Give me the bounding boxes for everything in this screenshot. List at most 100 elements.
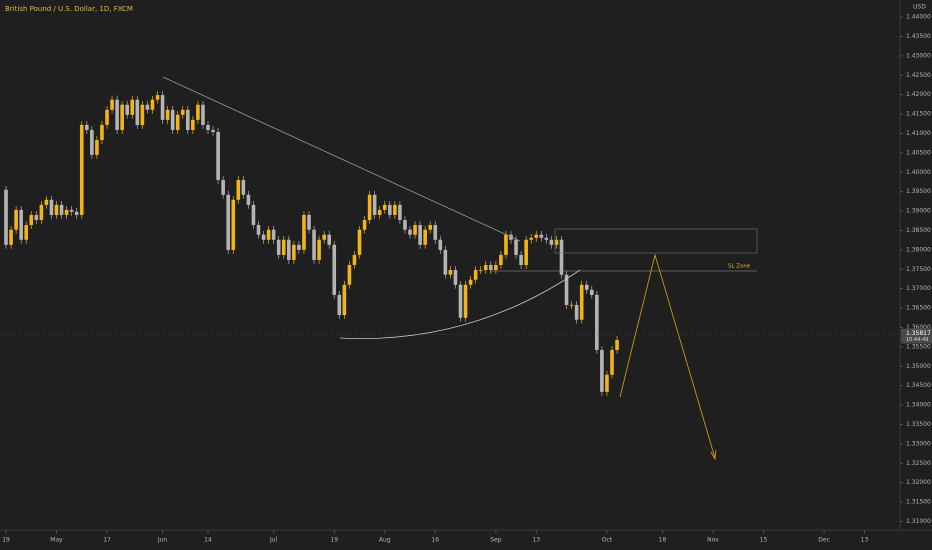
- x-tick-label: 19: [330, 537, 338, 544]
- x-tick-label: Jun: [157, 537, 168, 544]
- candle-body: [155, 95, 160, 100]
- candle-body: [95, 140, 99, 155]
- candle-body: [196, 104, 200, 120]
- candle-body: [564, 274, 569, 305]
- candle-body: [337, 294, 342, 316]
- x-tick-label: 17: [103, 537, 111, 544]
- y-tick-label: 1.39000: [906, 208, 931, 215]
- candle-body: [408, 229, 412, 235]
- y-tick-label: 1.43500: [906, 33, 931, 40]
- candle-body: [34, 214, 39, 220]
- candle-body: [100, 124, 104, 141]
- candle-body: [367, 194, 372, 220]
- y-tick-label: 1.43000: [906, 52, 931, 59]
- candle-body: [170, 109, 175, 130]
- candle-body: [403, 219, 407, 230]
- y-tick-label: 1.39500: [906, 188, 931, 195]
- candle-body: [579, 284, 584, 320]
- candle-body: [24, 225, 29, 240]
- candle-body: [145, 104, 150, 110]
- candle-body: [130, 99, 135, 115]
- candle-body: [494, 265, 498, 271]
- candle-body: [372, 194, 377, 215]
- candle-body: [549, 239, 554, 245]
- drawings: [162, 76, 758, 461]
- candle-body: [175, 114, 180, 130]
- candle-body: [266, 229, 271, 240]
- candle-body: [135, 99, 140, 125]
- candle-body: [201, 104, 205, 125]
- candle-body: [428, 225, 433, 230]
- candle-body: [519, 254, 523, 265]
- y-tick-label: 1.35000: [906, 363, 931, 370]
- last-price-box: [901, 328, 932, 344]
- candle-body: [44, 199, 49, 205]
- candle-body: [342, 284, 347, 316]
- plot: [4, 91, 619, 396]
- y-tick-label: 1.31500: [906, 499, 931, 506]
- candle-body: [514, 239, 518, 255]
- axes: 1.44000 1.43500 1.43000 1.42500 1.42000 1.415…: [0, 14, 932, 544]
- candle-body: [393, 204, 397, 215]
- candle-body: [256, 225, 261, 235]
- projection-path: [619, 253, 716, 459]
- candle-body: [292, 244, 296, 260]
- projection-arrow: [710, 449, 717, 461]
- candle-body: [287, 239, 291, 260]
- candle-body: [110, 99, 114, 110]
- candle-body: [327, 234, 332, 245]
- candle-body: [559, 239, 564, 275]
- candle-body: [241, 180, 246, 195]
- candle-body: [206, 124, 210, 130]
- candle-body: [180, 109, 185, 115]
- candle-body: [271, 229, 276, 240]
- x-tick-label: 18: [659, 537, 667, 544]
- candle-body: [322, 234, 326, 240]
- candle-body: [85, 124, 89, 130]
- candle-body: [499, 254, 503, 265]
- candle-body: [595, 294, 599, 350]
- candle-body: [281, 239, 286, 255]
- candle-body: [524, 239, 528, 265]
- candle-body: [226, 194, 231, 250]
- candle-body: [453, 270, 458, 285]
- y-tick-label: 1.37500: [906, 266, 931, 273]
- x-tick-label: Jul: [269, 537, 278, 544]
- candle-body: [478, 270, 483, 271]
- candle-body: [463, 284, 468, 318]
- candle-body: [64, 209, 69, 215]
- candle-body: [539, 234, 544, 238]
- candle-body: [574, 304, 579, 320]
- y-tick-label: 1.35500: [906, 343, 931, 350]
- candle-body: [554, 239, 559, 245]
- candle-body: [261, 234, 266, 240]
- candle-body: [377, 209, 382, 215]
- x-tick-label: 13: [861, 537, 869, 544]
- x-tick-label: Sep: [490, 537, 502, 544]
- candle-body: [483, 265, 488, 271]
- y-tick-label: 1.41000: [906, 130, 931, 137]
- candle-body: [74, 211, 79, 215]
- y-tick-label: 1.40500: [906, 149, 931, 156]
- candle-body: [69, 209, 74, 212]
- y-tick-label: 1.31000: [906, 518, 931, 525]
- x-tick-label: Dec: [818, 537, 830, 544]
- candle-body: [473, 270, 478, 280]
- candle-body: [115, 99, 119, 130]
- candle-body: [54, 204, 59, 215]
- y-tick-label: 1.38000: [906, 246, 931, 253]
- x-tick-label: Oct: [602, 537, 613, 544]
- trend-line: [162, 76, 521, 242]
- candle-body: [211, 129, 215, 132]
- candle-body: [9, 229, 13, 245]
- y-tick-label: 1.37000: [906, 285, 931, 292]
- candle-body: [458, 284, 463, 318]
- currency-label: USD: [913, 4, 926, 11]
- candle-body: [443, 249, 448, 275]
- neckline-curve: [339, 269, 581, 339]
- candle-body: [332, 244, 337, 295]
- candle-body: [165, 109, 170, 120]
- candle-body: [357, 229, 362, 255]
- candle-body: [231, 199, 236, 250]
